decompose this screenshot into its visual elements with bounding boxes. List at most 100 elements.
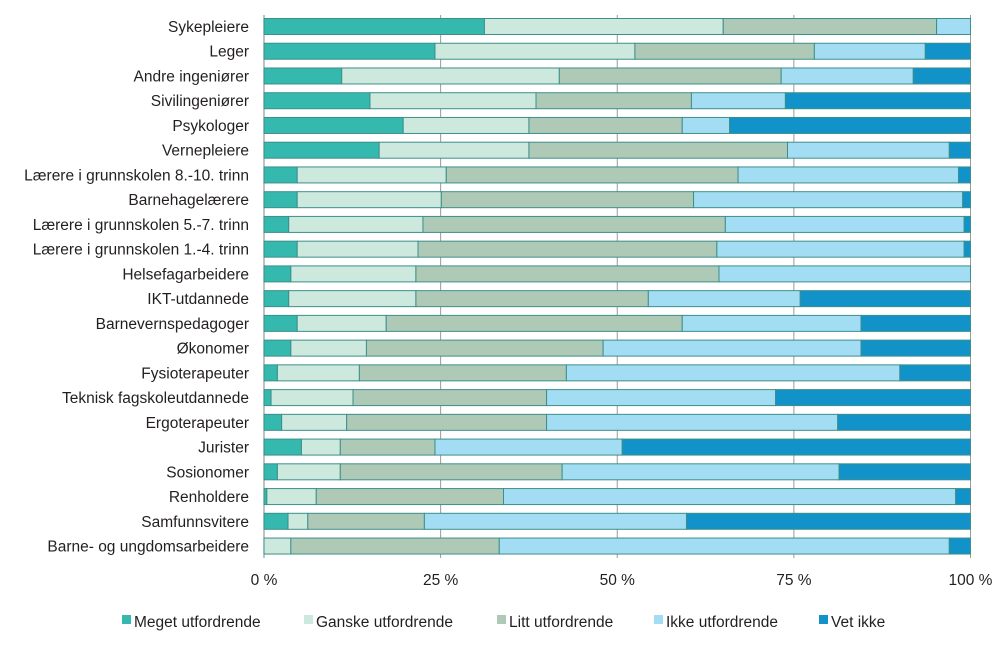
bar-row (263, 166, 972, 184)
legend-item: Vet ikke (819, 614, 885, 631)
x-axis-tick-labels: 0 % 25 % 50 % 75 % 100 % (251, 572, 993, 589)
bar-segment-meget-utfordrende (263, 116, 404, 134)
legend-item: Ganske utfordrende (304, 614, 453, 631)
bar-row (263, 191, 972, 209)
category-label: Lærere i grunnskolen 8.-10. trinn (24, 167, 249, 184)
legend-swatch (304, 615, 313, 624)
bar-segment-ganske-utfordrende (296, 240, 419, 258)
category-label: Sykepleiere (168, 19, 249, 36)
category-label: Leger (209, 44, 249, 61)
bar-segment-ikke-utfordrende (787, 141, 950, 159)
x-tick-label: 100 % (949, 572, 993, 589)
legend-swatch (819, 615, 828, 624)
bar-segment-ganske-utfordrende (341, 67, 560, 85)
bar-segment-meget-utfordrende (263, 240, 298, 258)
bar-segment-meget-utfordrende (263, 413, 283, 431)
bar-segment-litt-utfordrende (358, 364, 567, 382)
bar-segment-ikke-utfordrende (498, 537, 950, 555)
bar-row (263, 290, 972, 308)
bar-segment-vet-ikke (962, 191, 972, 209)
bar-segment-ganske-utfordrende (296, 314, 387, 332)
bar-segment-ikke-utfordrende (503, 488, 957, 506)
bar-segment-ikke-utfordrende (681, 314, 862, 332)
bar-segment-ikke-utfordrende (423, 512, 687, 530)
bar-segment-ganske-utfordrende (270, 389, 354, 407)
bar-segment-litt-utfordrende (528, 116, 683, 134)
category-label: Barnevernspedagoger (96, 316, 249, 333)
bar-segment-ganske-utfordrende (287, 512, 309, 530)
bar-row (263, 215, 971, 233)
bar-segment-litt-utfordrende (445, 166, 739, 184)
bar-segment-ganske-utfordrende (483, 18, 724, 35)
category-label: Fysioterapeuter (141, 365, 249, 382)
bar-segment-meget-utfordrende (263, 463, 278, 481)
legend-swatch (654, 615, 663, 624)
bar-row (263, 364, 971, 382)
x-tick-label: 0 % (251, 572, 278, 589)
legend-label: Ganske utfordrende (316, 614, 453, 631)
category-label: Barne- og ungdomsarbeidere (47, 539, 249, 556)
bar-row (263, 240, 971, 258)
bar-row (263, 339, 971, 357)
bar-segment-meget-utfordrende (263, 42, 436, 60)
bar-segment-vet-ikke (899, 364, 971, 382)
bar-segment-meget-utfordrende (263, 92, 371, 110)
category-label: Barnehagelærere (128, 192, 249, 209)
bar-row (263, 438, 971, 456)
bar-segment-ikke-utfordrende (565, 364, 901, 382)
category-label: Psykologer (172, 118, 249, 135)
bar-segment-ikke-utfordrende (780, 67, 914, 85)
bar-segment-meget-utfordrende (263, 166, 298, 184)
bar-segment-litt-utfordrende (339, 463, 563, 481)
bar-segment-ikke-utfordrende (813, 42, 926, 60)
bar-segment-litt-utfordrende (417, 240, 718, 258)
bar-segment-meget-utfordrende (263, 191, 298, 209)
legend: Meget utfordrende Ganske utfordrende Litt … (122, 614, 885, 631)
legend-label: Litt utfordrende (509, 614, 613, 631)
bar-segment-meget-utfordrende (263, 67, 343, 85)
bar-segment-vet-ikke (963, 215, 971, 233)
bar-segment-ikke-utfordrende (561, 463, 840, 481)
bar-segment-ganske-utfordrende (434, 42, 636, 60)
bar-segment-meget-utfordrende (263, 265, 292, 283)
bar-segment-vet-ikke (838, 463, 971, 481)
category-label: Sivilingeniører (151, 93, 249, 110)
bar-segment-ikke-utfordrende (546, 389, 777, 407)
bar-segment-vet-ikke (955, 488, 972, 506)
bar-segment-litt-utfordrende (352, 389, 548, 407)
bar-segment-meget-utfordrende (263, 339, 292, 357)
x-tick-label: 50 % (600, 572, 636, 589)
bar-segment-litt-utfordrende (385, 314, 683, 332)
bar-segment-ikke-utfordrende (602, 339, 862, 357)
category-label: Lærere i grunnskolen 5.-7. trinn (33, 217, 249, 234)
bars (263, 18, 972, 555)
bar-segment-ikke-utfordrende (546, 413, 839, 431)
category-label: Ergoterapeuter (146, 415, 249, 432)
category-label: IKT-utdannede (147, 291, 249, 308)
bar-segment-vet-ikke (963, 240, 971, 258)
category-label: Samfunnsvitere (141, 514, 249, 531)
bar-segment-meget-utfordrende (263, 389, 272, 407)
bar-row (263, 18, 972, 35)
bar-segment-ikke-utfordrende (724, 215, 965, 233)
bar-segment-litt-utfordrende (365, 339, 604, 357)
bar-segment-ikke-utfordrende (716, 240, 965, 258)
bar-segment-vet-ikke (948, 537, 971, 555)
bar-row (263, 265, 972, 283)
bar-segment-vet-ikke (860, 339, 971, 357)
x-tick-label: 75 % (776, 572, 812, 589)
bar-segment-meget-utfordrende (263, 215, 290, 233)
bar-segment-ikke-utfordrende (693, 191, 964, 209)
bar-segment-ganske-utfordrende (300, 438, 341, 456)
bar-segment-litt-utfordrende (346, 413, 548, 431)
category-label: Teknisk fagskoleutdannede (62, 390, 249, 407)
bar-segment-vet-ikke (621, 438, 971, 456)
bar-segment-litt-utfordrende (440, 191, 695, 209)
bar-segment-ganske-utfordrende (296, 166, 447, 184)
legend-item: Meget utfordrende (122, 614, 261, 631)
bar-segment-ganske-utfordrende (266, 488, 317, 506)
bar-segment-ganske-utfordrende (402, 116, 530, 134)
bar-segment-ganske-utfordrende (288, 215, 424, 233)
legend-swatch (122, 615, 131, 624)
bar-segment-litt-utfordrende (422, 215, 726, 233)
